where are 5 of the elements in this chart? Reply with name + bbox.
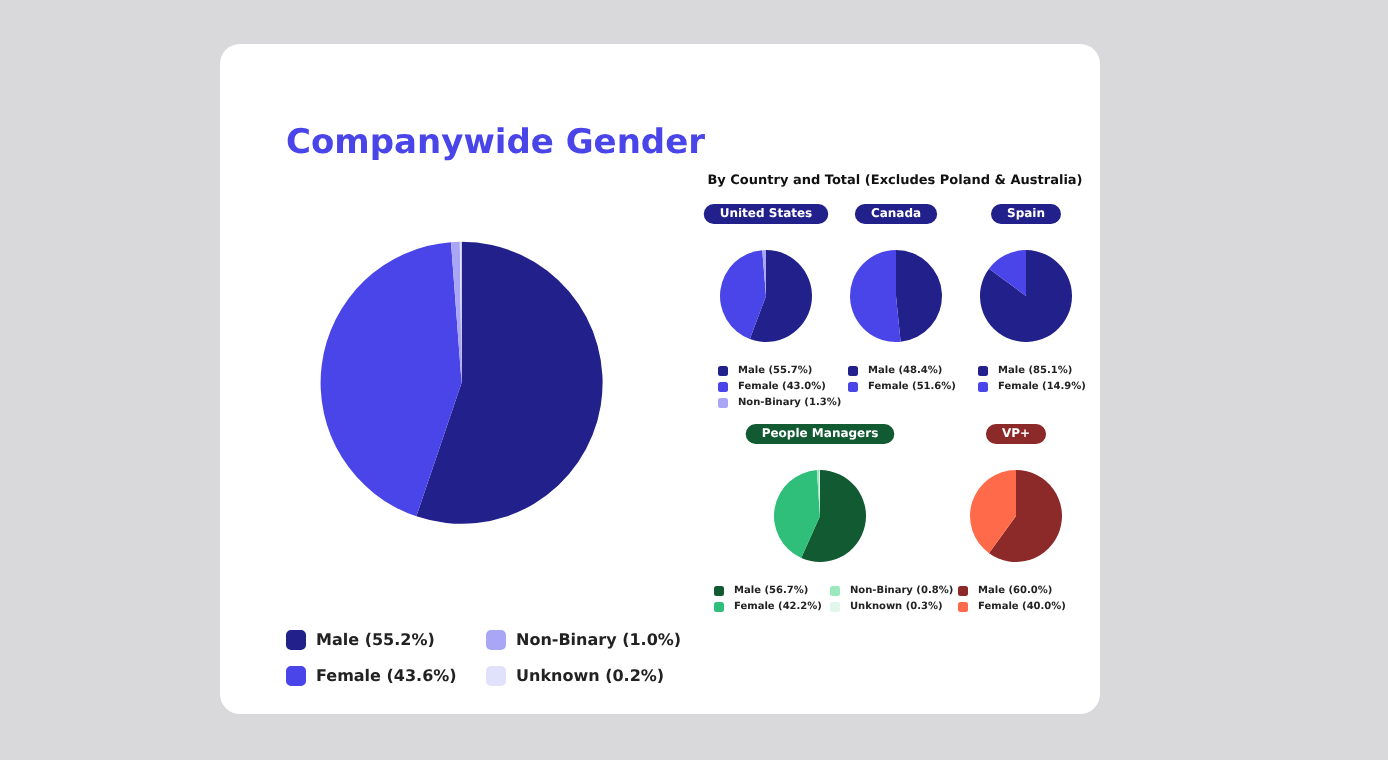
chart-title: Companywide Gender bbox=[286, 123, 707, 163]
legend-label: Non-Binary (1.0%) bbox=[516, 631, 682, 649]
legend-label: Male (55.2%) bbox=[316, 631, 435, 649]
legend-label: Unknown (0.2%) bbox=[516, 667, 665, 685]
legend-label: Female (43.6%) bbox=[316, 667, 457, 685]
